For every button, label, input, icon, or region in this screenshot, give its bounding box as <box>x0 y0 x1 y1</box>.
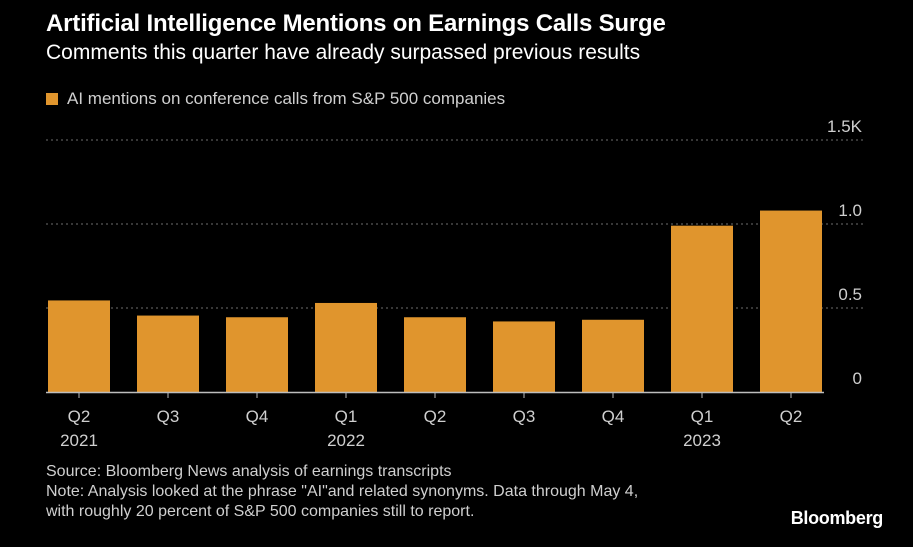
bar <box>48 300 110 392</box>
bar <box>137 315 199 392</box>
x-tick-label-quarter: Q3 <box>157 407 180 426</box>
legend-swatch <box>46 93 58 105</box>
x-tick-label-quarter: Q4 <box>602 407 625 426</box>
legend-label: AI mentions on conference calls from S&P… <box>67 89 506 108</box>
x-tick-label-year: 2023 <box>683 431 721 450</box>
bar <box>493 321 555 392</box>
bar <box>582 319 644 392</box>
y-tick-label: 1.0 <box>838 201 862 220</box>
y-tick-label: 0 <box>853 369 862 388</box>
x-tick-label-quarter: Q1 <box>691 407 714 426</box>
bar <box>404 317 466 392</box>
source-note: Source: Bloomberg News analysis of earni… <box>46 462 638 522</box>
chart-subtitle: Comments this quarter have already surpa… <box>46 41 641 64</box>
x-tick-label-quarter: Q1 <box>335 407 358 426</box>
x-tick-label-year: 2022 <box>327 431 365 450</box>
bar <box>671 225 733 392</box>
note-text-line-1: Note: Analysis looked at the phrase "AI"… <box>46 483 639 500</box>
x-tick-label-quarter: Q3 <box>513 407 536 426</box>
legend: AI mentions on conference calls from S&P… <box>46 88 505 110</box>
x-tick-label-quarter: Q2 <box>424 407 447 426</box>
y-tick-label: 1.5K <box>827 117 863 136</box>
bar <box>315 302 377 392</box>
y-tick-label: 0.5 <box>838 285 862 304</box>
note-text-line-2: with roughly 20 percent of S&P 500 compa… <box>46 503 475 520</box>
x-tick-label-quarter: Q2 <box>68 407 91 426</box>
x-tick-label-quarter: Q2 <box>780 407 803 426</box>
x-tick-label-quarter: Q4 <box>246 407 269 426</box>
bar-chart: 0 0.5 1.0 1.5K Q2 2021 Q3 Q4 Q1 2022 Q2 Q3 Q4 Q1 2023 Q… <box>46 117 866 450</box>
bloomberg-logo: Bloomberg <box>790 508 884 528</box>
bar <box>226 317 288 392</box>
bar <box>760 210 822 392</box>
chart-title: Artificial Intelligence Mentions on Earn… <box>46 10 666 37</box>
x-tick-label-year: 2021 <box>60 431 98 450</box>
source-text: Source: Bloomberg News analysis of earni… <box>46 463 452 480</box>
